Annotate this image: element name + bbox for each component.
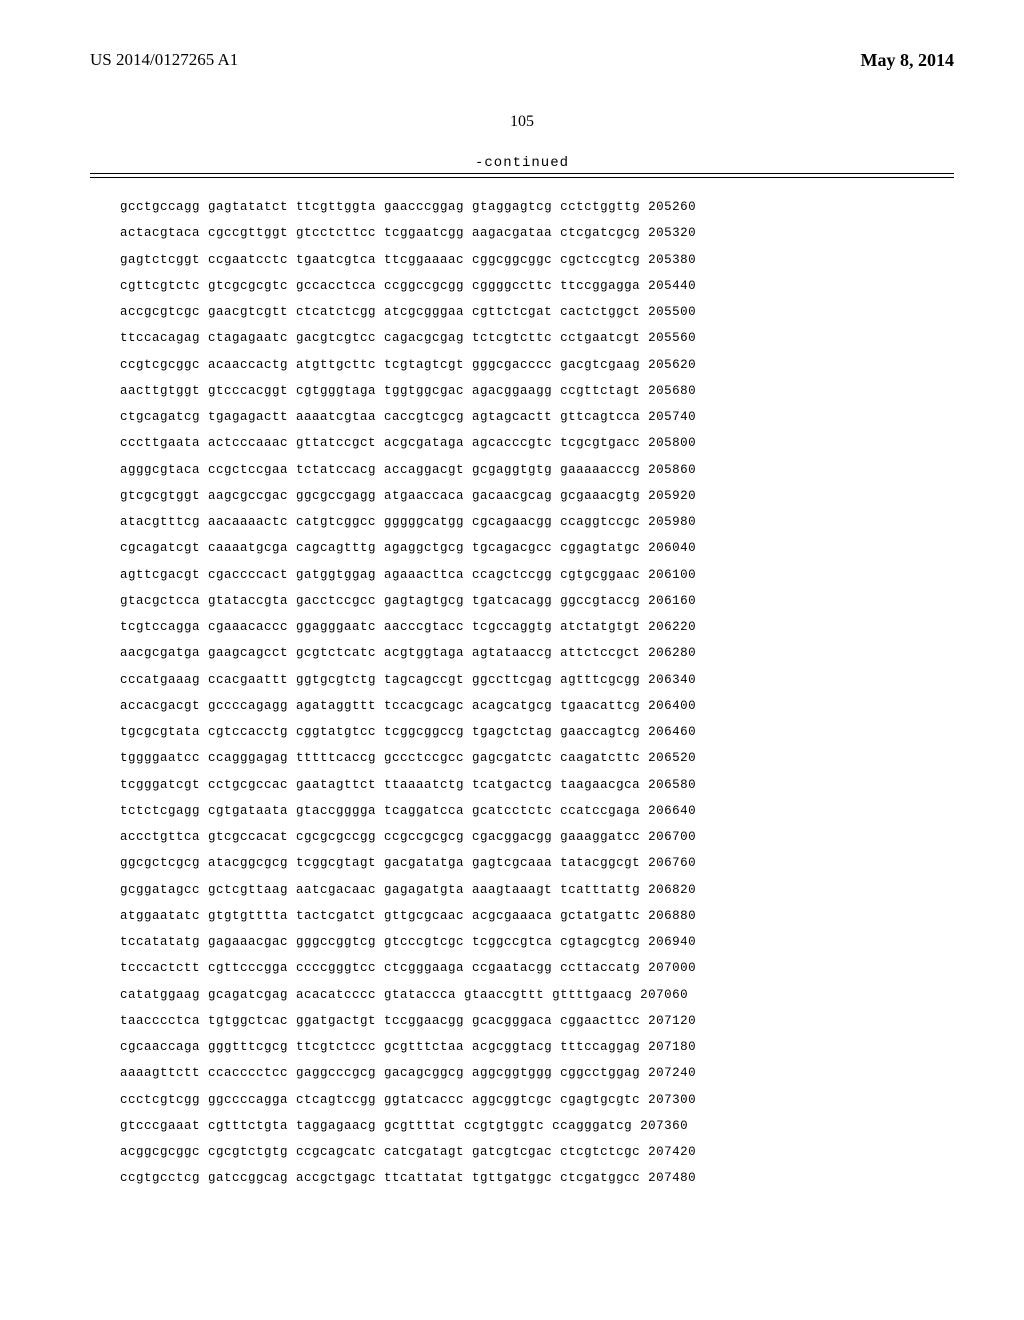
sequence-row: tccatatatg gagaaacgac gggccggtcg gtcccgt… — [120, 929, 954, 955]
sequence-row: catatggaag gcagatcgag acacatcccc gtatacc… — [120, 982, 954, 1008]
sequence-row: tcgggatcgt cctgcgccac gaatagttct ttaaaat… — [120, 772, 954, 798]
sequence-row: agggcgtaca ccgctccgaa tctatccacg accagga… — [120, 457, 954, 483]
continued-label: -continued — [90, 155, 954, 171]
page-number: 105 — [90, 113, 954, 131]
sequence-row: actacgtaca cgccgttggt gtcctcttcc tcggaat… — [120, 220, 954, 246]
divider-bottom — [90, 177, 954, 178]
sequence-row: taacccctca tgtggctcac ggatgactgt tccggaa… — [120, 1008, 954, 1034]
sequence-row: ttccacagag ctagagaatc gacgtcgtcc cagacgc… — [120, 325, 954, 351]
sequence-row: tcccactctt cgttcccgga ccccgggtcc ctcggga… — [120, 955, 954, 981]
sequence-row: aacttgtggt gtcccacggt cgtgggtaga tggtggc… — [120, 378, 954, 404]
sequence-row: ccgtcgcggc acaaccactg atgttgcttc tcgtagt… — [120, 352, 954, 378]
page-header: US 2014/0127265 A1 May 8, 2014 — [90, 50, 954, 71]
sequence-row: ggcgctcgcg atacggcgcg tcggcgtagt gacgata… — [120, 850, 954, 876]
sequence-row: tctctcgagg cgtgataata gtaccgggga tcaggat… — [120, 798, 954, 824]
sequence-row: accctgttca gtcgccacat cgcgcgccgg ccgccgc… — [120, 824, 954, 850]
sequence-row: aaaagttctt ccacccctcc gaggcccgcg gacagcg… — [120, 1060, 954, 1086]
sequence-row: agttcgacgt cgaccccact gatggtggag agaaact… — [120, 562, 954, 588]
sequence-row: aacgcgatga gaagcagcct gcgtctcatc acgtggt… — [120, 640, 954, 666]
publication-date: May 8, 2014 — [861, 50, 955, 71]
sequence-row: gtacgctcca gtataccgta gacctccgcc gagtagt… — [120, 588, 954, 614]
sequence-row: ccctcgtcgg ggccccagga ctcagtccgg ggtatca… — [120, 1087, 954, 1113]
sequence-row: accacgacgt gccccagagg agataggttt tccacgc… — [120, 693, 954, 719]
sequence-row: gtcccgaaat cgtttctgta taggagaacg gcgtttt… — [120, 1113, 954, 1139]
sequence-row: cccatgaaag ccacgaattt ggtgcgtctg tagcagc… — [120, 667, 954, 693]
sequence-row: tggggaatcc ccagggagag tttttcaccg gccctcc… — [120, 745, 954, 771]
sequence-row: tcgtccagga cgaaacaccc ggagggaatc aacccgt… — [120, 614, 954, 640]
page-container: US 2014/0127265 A1 May 8, 2014 105 -cont… — [0, 0, 1024, 1320]
sequence-listing: gcctgccagg gagtatatct ttcgttggta gaacccg… — [90, 194, 954, 1192]
sequence-row: ccgtgcctcg gatccggcag accgctgagc ttcatta… — [120, 1165, 954, 1191]
sequence-row: cgcaaccaga gggtttcgcg ttcgtctccc gcgtttc… — [120, 1034, 954, 1060]
sequence-row: cccttgaata actcccaaac gttatccgct acgcgat… — [120, 430, 954, 456]
divider-top — [90, 173, 954, 174]
sequence-row: gcctgccagg gagtatatct ttcgttggta gaacccg… — [120, 194, 954, 220]
sequence-row: accgcgtcgc gaacgtcgtt ctcatctcgg atcgcgg… — [120, 299, 954, 325]
sequence-row: gcggatagcc gctcgttaag aatcgacaac gagagat… — [120, 877, 954, 903]
sequence-row: cgttcgtctc gtcgcgcgtc gccacctcca ccggccg… — [120, 273, 954, 299]
sequence-row: gtcgcgtggt aagcgccgac ggcgccgagg atgaacc… — [120, 483, 954, 509]
sequence-row: atacgtttcg aacaaaactc catgtcggcc gggggca… — [120, 509, 954, 535]
sequence-row: cgcagatcgt caaaatgcga cagcagtttg agaggct… — [120, 535, 954, 561]
sequence-row: tgcgcgtata cgtccacctg cggtatgtcc tcggcgg… — [120, 719, 954, 745]
sequence-row: gagtctcggt ccgaatcctc tgaatcgtca ttcggaa… — [120, 247, 954, 273]
sequence-row: ctgcagatcg tgagagactt aaaatcgtaa caccgtc… — [120, 404, 954, 430]
sequence-row: atggaatatc gtgtgtttta tactcgatct gttgcgc… — [120, 903, 954, 929]
sequence-row: acggcgcggc cgcgtctgtg ccgcagcatc catcgat… — [120, 1139, 954, 1165]
publication-number: US 2014/0127265 A1 — [90, 50, 238, 70]
